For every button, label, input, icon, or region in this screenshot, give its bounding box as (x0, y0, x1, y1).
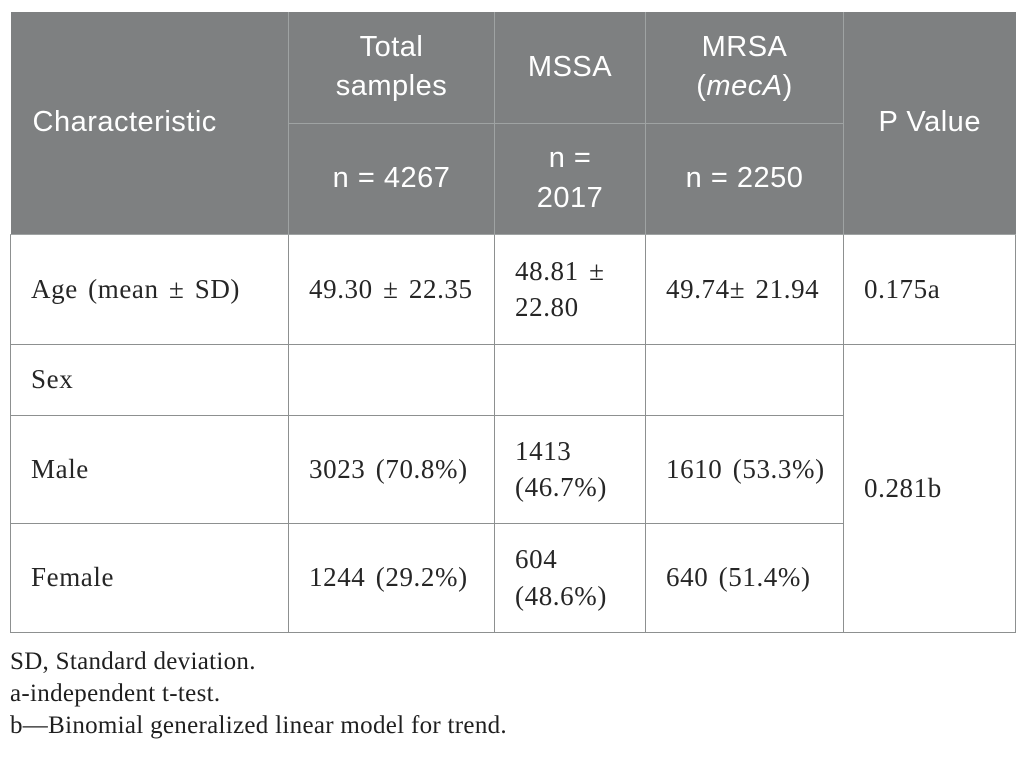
row-female: Female 1244 (29.2%) 604 (48.6%) 640 (51.… (10, 522, 1016, 633)
row-male: Male 3023 (70.8%) 1413 (46.7%) 1610 (53.… (10, 414, 1016, 524)
mrsa-label: MRSA (701, 31, 788, 64)
characteristics-table: Characteristic Total samples MSSA MRSA (m… (10, 12, 1016, 633)
cell-sex-mssa (494, 343, 646, 416)
cell-male-label: Male (10, 414, 289, 524)
cell-sex-mrsa (645, 343, 844, 416)
table-header: Characteristic Total samples MSSA MRSA (m… (10, 12, 1016, 235)
footnote-a: a-independent t-test. (10, 680, 221, 707)
cell-female-total: 1244 (29.2%) (288, 522, 495, 633)
cell-age-total: 49.30 ± 22.35 (288, 233, 495, 345)
cell-male-mssa: 1413 (46.7%) (494, 414, 646, 524)
header-p-value: P Value (843, 12, 1016, 235)
cell-male-mrsa: 1610 (53.3%) (645, 414, 844, 524)
header-characteristic: Characteristic (10, 12, 289, 235)
mrsa-paren-close: ) (782, 70, 793, 103)
header-mrsa-n: n = 2250 (645, 122, 844, 235)
header-total-samples: Total samples (288, 12, 495, 124)
header-mssa-n: n = 2017 (494, 122, 646, 235)
cell-age-mrsa: 49.74± 21.94 (645, 233, 844, 345)
row-sex: Sex 0.281b (10, 343, 1016, 633)
header-mssa: MSSA (494, 12, 646, 124)
mrsa-paren-open: ( (696, 70, 707, 103)
cell-age-label: Age (mean ± SD) (10, 233, 289, 345)
cell-sex-label: Sex (10, 343, 289, 416)
cell-female-mrsa: 640 (51.4%) (645, 522, 844, 633)
header-row-counts: n = 4267 n = 2017 n = 2250 (11, 122, 1016, 235)
cell-age-pvalue: 0.175a (843, 233, 1016, 345)
header-total-n: n = 4267 (288, 122, 495, 235)
footnote-sd: SD, Standard deviation. (10, 648, 256, 675)
cell-female-mssa: 604 (48.6%) (494, 522, 646, 633)
header-mrsa: MRSA (mecA) (645, 12, 844, 124)
cell-age-mssa: 48.81 ± 22.80 (494, 233, 646, 345)
footnote-b: b—Binomial generalized linear model for … (10, 712, 507, 739)
cell-female-label: Female (10, 522, 289, 633)
table-body: Age (mean ± SD) 49.30 ± 22.35 48.81 ± 22… (10, 233, 1016, 633)
cell-sex-group-pvalue: 0.281b (843, 343, 1016, 633)
header-row-groups: Characteristic Total samples MSSA MRSA (m… (10, 12, 1016, 235)
row-age: Age (mean ± SD) 49.30 ± 22.35 48.81 ± 22… (10, 233, 1016, 345)
cell-sex-total (288, 343, 495, 416)
table-footnotes: SD, Standard deviation. a-independent t-… (10, 646, 507, 742)
mrsa-gene-name: mecA (706, 70, 783, 103)
cell-male-total: 3023 (70.8%) (288, 414, 495, 524)
